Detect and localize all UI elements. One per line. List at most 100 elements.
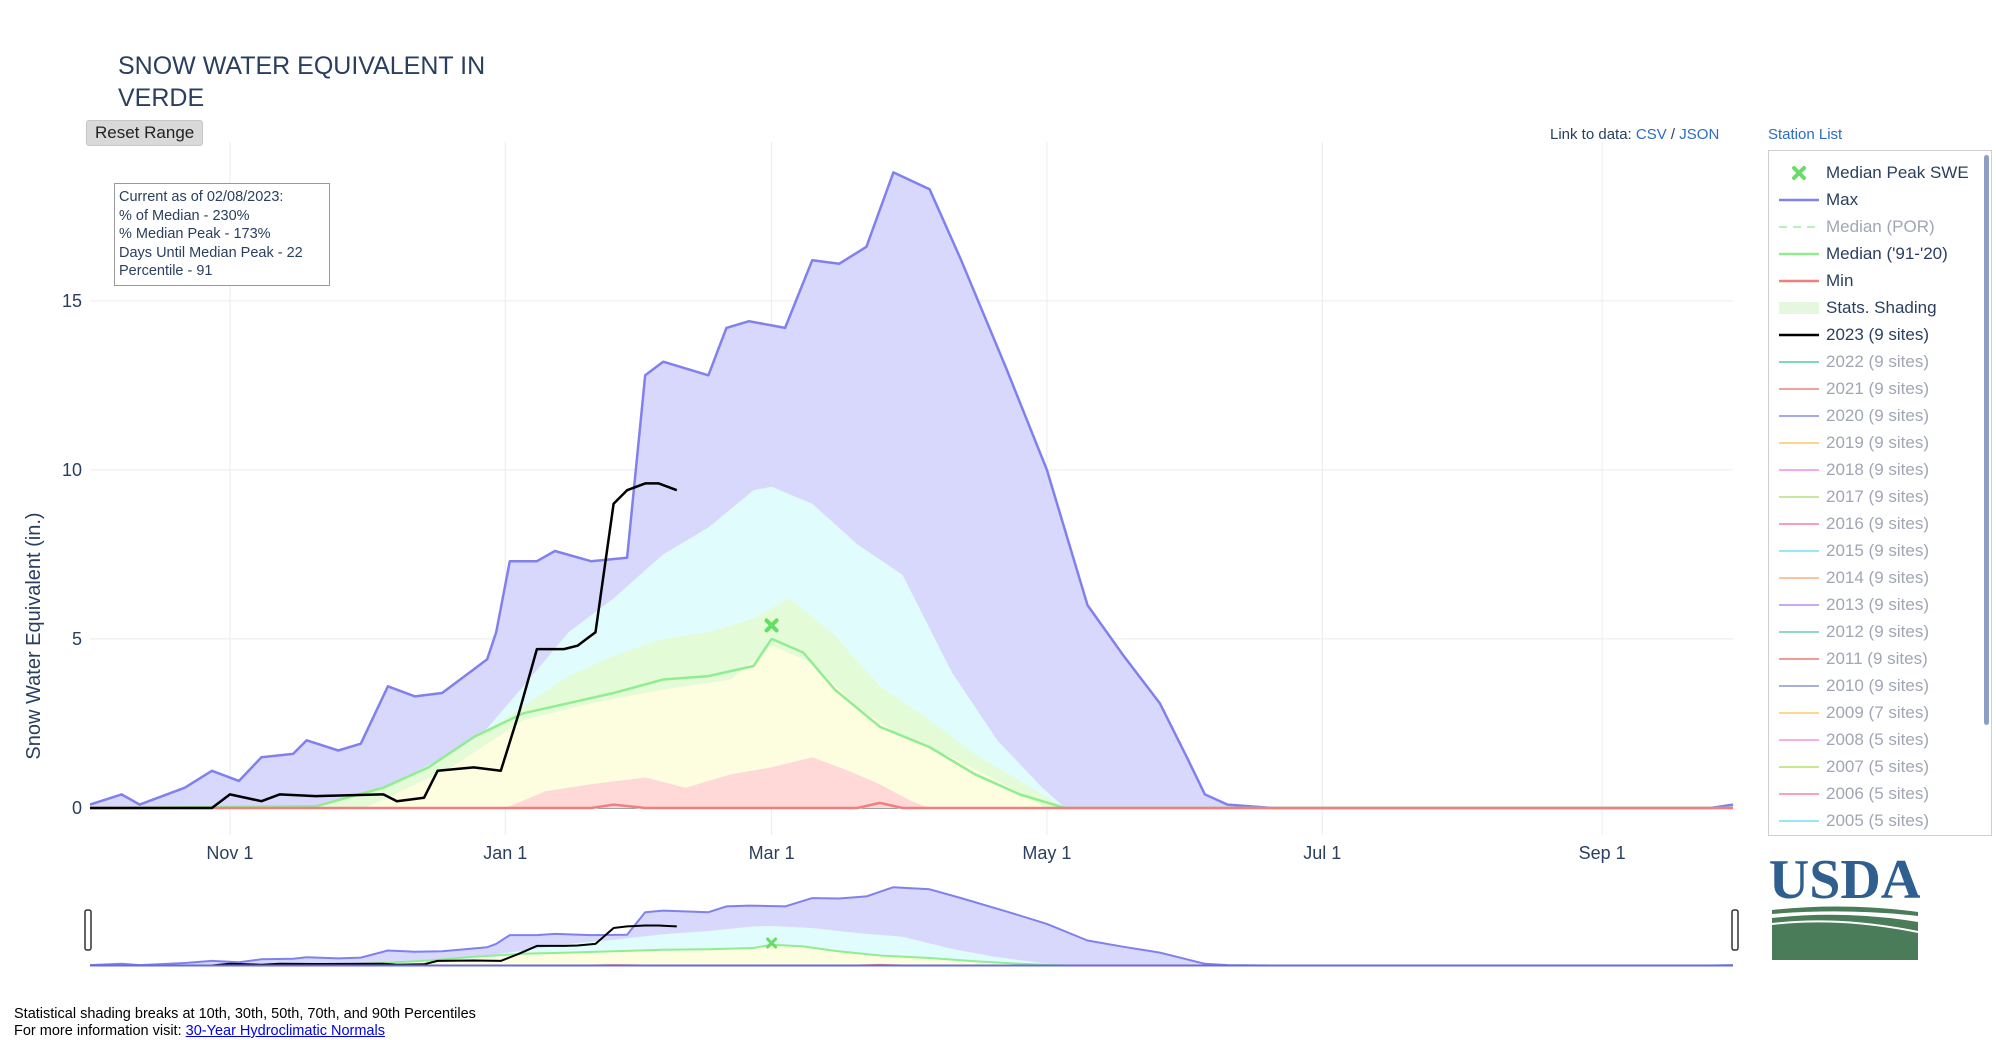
legend-item[interactable]: 2020 (9 sites) xyxy=(1769,403,1979,429)
y-tick-label: 5 xyxy=(72,629,82,649)
rangeslider-left-handle[interactable] xyxy=(84,909,92,951)
legend-item[interactable]: 2011 (9 sites) xyxy=(1769,646,1979,672)
legend-item[interactable]: 2010 (9 sites) xyxy=(1769,673,1979,699)
legend-fill-swatch xyxy=(1779,302,1819,314)
legend-swatch xyxy=(1779,766,1819,768)
legend-swatch xyxy=(1779,712,1819,714)
x-tick-label: Nov 1 xyxy=(206,843,253,863)
csv-link[interactable]: CSV xyxy=(1635,126,1667,143)
legend-item[interactable]: 2009 (7 sites) xyxy=(1769,700,1979,726)
legend-swatch xyxy=(1779,333,1819,337)
data-links-prefix: Link to data: xyxy=(1550,126,1632,143)
legend-item[interactable]: Max xyxy=(1769,187,1979,213)
legend-item[interactable]: 2006 (5 sites) xyxy=(1769,781,1979,807)
legend-item[interactable]: 2015 (9 sites) xyxy=(1769,538,1979,564)
legend-item[interactable]: 2013 (9 sites) xyxy=(1769,592,1979,618)
legend-label: 2016 (9 sites) xyxy=(1826,514,1929,533)
legend-item[interactable]: Median Peak SWE xyxy=(1769,160,1979,186)
legend-item[interactable]: Median ('91-'20) xyxy=(1769,241,1979,267)
legend-swatch xyxy=(1779,252,1819,256)
legend-item[interactable]: 2007 (5 sites) xyxy=(1769,754,1979,780)
y-tick-label: 10 xyxy=(62,460,82,480)
legend-label: Max xyxy=(1826,190,1859,209)
y-tick-label: 15 xyxy=(62,291,82,311)
legend-scrollbar[interactable] xyxy=(1984,155,1989,725)
current-status-box: Current as of 02/08/2023: % of Median - … xyxy=(114,183,330,286)
rangeslider-median-line xyxy=(89,943,1733,967)
swe-chart[interactable]: 0 5 10 15 Nov 1 Jan 1 Mar 1 May 1 Jul 1 Sep 1 Sno… xyxy=(0,0,1996,1000)
json-link[interactable]: JSON xyxy=(1679,126,1720,143)
max-line xyxy=(89,171,1734,810)
legend-swatch xyxy=(1779,577,1819,579)
min-line xyxy=(90,801,1733,810)
legend-swatch xyxy=(1779,658,1819,660)
x-tick-label: May 1 xyxy=(1022,843,1071,863)
legend-label: 2021 (9 sites) xyxy=(1826,379,1929,398)
legend-swatch xyxy=(1779,226,1819,228)
band-10th xyxy=(505,757,930,808)
legend-item[interactable]: 2018 (9 sites) xyxy=(1769,457,1979,483)
legend-label: 2012 (9 sites) xyxy=(1826,622,1929,641)
legend-label: 2018 (9 sites) xyxy=(1826,460,1929,479)
legend-item[interactable]: Median (POR) xyxy=(1769,214,1979,240)
legend-swatch xyxy=(1779,739,1819,741)
legend-swatch xyxy=(1779,361,1819,363)
y-tick-label: 0 xyxy=(72,798,82,818)
legend-label: 2022 (9 sites) xyxy=(1826,352,1929,371)
legend-item[interactable]: 2017 (9 sites) xyxy=(1769,484,1979,510)
chart-legend[interactable]: Median Peak SWE Max Median (POR) Median ('9… xyxy=(1768,150,1992,836)
rangeslider-right-handle[interactable] xyxy=(1731,909,1739,951)
legend-marker-icon xyxy=(1792,166,1806,180)
x-tick-label: Mar 1 xyxy=(749,843,795,863)
svg-text:USDA: USDA xyxy=(1770,852,1920,911)
legend-swatch xyxy=(1779,415,1819,417)
legend-label: 2023 (9 sites) xyxy=(1826,325,1929,344)
info-days-until-peak: Days Until Median Peak - 22 xyxy=(119,244,303,261)
legend-label: 2008 (5 sites) xyxy=(1826,730,1929,749)
footer-info-line: For more information visit: 30-Year Hydr… xyxy=(14,1023,476,1040)
station-list-link[interactable]: Station List xyxy=(1768,126,1843,143)
rangeslider-max-line xyxy=(89,886,1734,967)
legend-swatch xyxy=(1779,820,1819,822)
x-tick-label: Sep 1 xyxy=(1579,843,1626,863)
rangeslider-peak-marker xyxy=(766,937,778,949)
legend-swatch xyxy=(1779,604,1819,606)
legend-swatch xyxy=(1779,631,1819,633)
legend-swatch xyxy=(1779,496,1819,498)
legend-item[interactable]: Min xyxy=(1769,268,1979,294)
x-tick-label: Jan 1 xyxy=(483,843,527,863)
legend-label: 2020 (9 sites) xyxy=(1826,406,1929,425)
legend-item[interactable]: 2005 (5 sites) xyxy=(1769,808,1979,834)
legend-swatch xyxy=(1779,279,1819,283)
rangeslider-max-area xyxy=(90,887,1733,966)
legend-swatch xyxy=(1779,469,1819,471)
legend-item[interactable]: 2014 (9 sites) xyxy=(1769,565,1979,591)
reset-range-button[interactable]: Reset Range xyxy=(86,120,204,146)
legend-item[interactable]: 2008 (5 sites) xyxy=(1769,727,1979,753)
legend-label: 2019 (9 sites) xyxy=(1826,433,1929,452)
data-links: Link to data: CSV / JSON xyxy=(1550,126,1719,143)
rangeslider-band-50 xyxy=(365,945,1047,966)
data-links-separator: / xyxy=(1670,126,1676,143)
usda-logo: USDA xyxy=(1770,852,1920,960)
legend-item[interactable]: 2021 (9 sites) xyxy=(1769,376,1979,402)
current-year-line xyxy=(90,482,678,810)
legend-item[interactable]: Stats. Shading xyxy=(1769,295,1979,321)
legend-item[interactable]: 2012 (9 sites) xyxy=(1769,619,1979,645)
chart-title-line2: VERDE xyxy=(118,84,205,112)
legend-swatch xyxy=(1779,388,1819,390)
legend-label: 2013 (9 sites) xyxy=(1826,595,1929,614)
info-current-date: Current as of 02/08/2023: xyxy=(119,189,284,205)
legend-item[interactable]: 2019 (9 sites) xyxy=(1769,430,1979,456)
normals-link[interactable]: 30-Year Hydroclimatic Normals xyxy=(185,1023,385,1039)
rangeslider-current-year-line xyxy=(90,924,677,967)
legend-label: 2014 (9 sites) xyxy=(1826,568,1929,587)
legend-item[interactable]: 2023 (9 sites) xyxy=(1769,322,1979,348)
info-percent-median-peak: % Median Peak - 173% xyxy=(119,226,271,243)
legend-item[interactable]: 2022 (9 sites) xyxy=(1769,349,1979,375)
legend-item[interactable]: 2016 (9 sites) xyxy=(1769,511,1979,537)
legend-label: 2006 (5 sites) xyxy=(1826,784,1929,803)
footer-shading-note: Statistical shading breaks at 10th, 30th… xyxy=(14,1006,476,1022)
legend-swatch xyxy=(1779,198,1819,202)
legend-label: Median (POR) xyxy=(1826,217,1935,236)
